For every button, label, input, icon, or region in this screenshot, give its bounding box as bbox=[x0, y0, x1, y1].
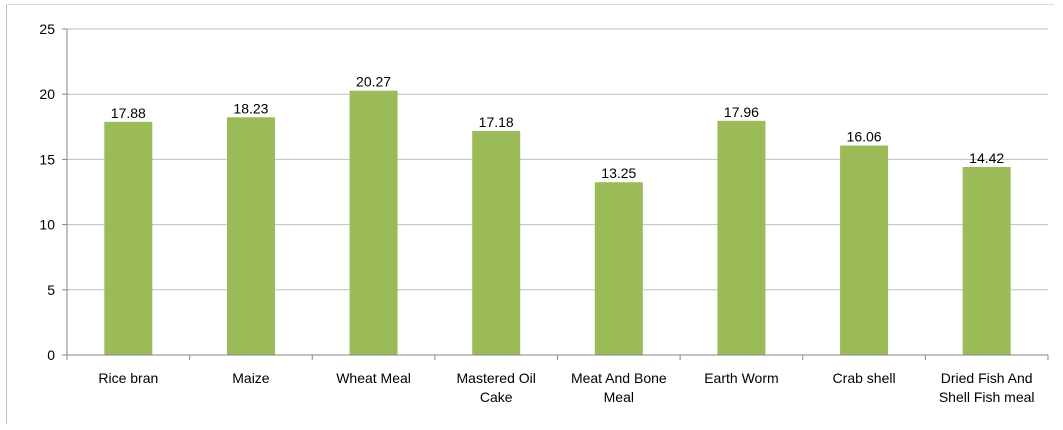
data-label: 17.88 bbox=[111, 105, 146, 121]
data-label: 13.25 bbox=[601, 165, 636, 181]
category-label: Cake bbox=[480, 389, 513, 405]
category-label: Crab shell bbox=[833, 370, 896, 386]
bars bbox=[104, 90, 1011, 356]
data-label: 17.18 bbox=[479, 114, 514, 130]
y-tick-label: 10 bbox=[39, 217, 55, 233]
data-label: 14.42 bbox=[969, 150, 1004, 166]
category-label: Meat And Bone bbox=[571, 370, 667, 386]
data-label: 20.27 bbox=[356, 74, 391, 90]
bar bbox=[104, 121, 153, 355]
chart-frame bbox=[6, 4, 1054, 424]
bar bbox=[226, 117, 275, 356]
y-tick-label: 0 bbox=[47, 347, 55, 363]
labels: 0 5 10 15 20 25 17.88 Rice bran 18.23 Maize 20.27 W… bbox=[39, 21, 1034, 405]
axes bbox=[62, 28, 1049, 360]
category-label: Earth Worm bbox=[704, 370, 778, 386]
y-tick-label: 5 bbox=[47, 282, 55, 298]
bar bbox=[349, 90, 398, 355]
bar bbox=[472, 130, 521, 355]
y-tick-label: 20 bbox=[39, 86, 55, 102]
gridlines bbox=[67, 28, 1048, 291]
data-label: 18.23 bbox=[233, 100, 268, 116]
category-label: Maize bbox=[232, 370, 270, 386]
category-label: Shell Fish meal bbox=[939, 389, 1035, 405]
bar bbox=[594, 182, 643, 355]
bar bbox=[717, 120, 766, 355]
category-label: Rice bran bbox=[98, 370, 158, 386]
bar bbox=[840, 145, 889, 355]
bar bbox=[962, 166, 1011, 355]
category-label: Dried Fish And bbox=[941, 370, 1033, 386]
category-label: Mastered Oil bbox=[457, 370, 536, 386]
y-tick-label: 25 bbox=[39, 21, 55, 37]
category-label: Meal bbox=[604, 389, 634, 405]
y-tick-label: 15 bbox=[39, 151, 55, 167]
data-label: 17.96 bbox=[724, 104, 759, 120]
category-label: Wheat Meal bbox=[336, 370, 411, 386]
data-label: 16.06 bbox=[847, 129, 882, 145]
